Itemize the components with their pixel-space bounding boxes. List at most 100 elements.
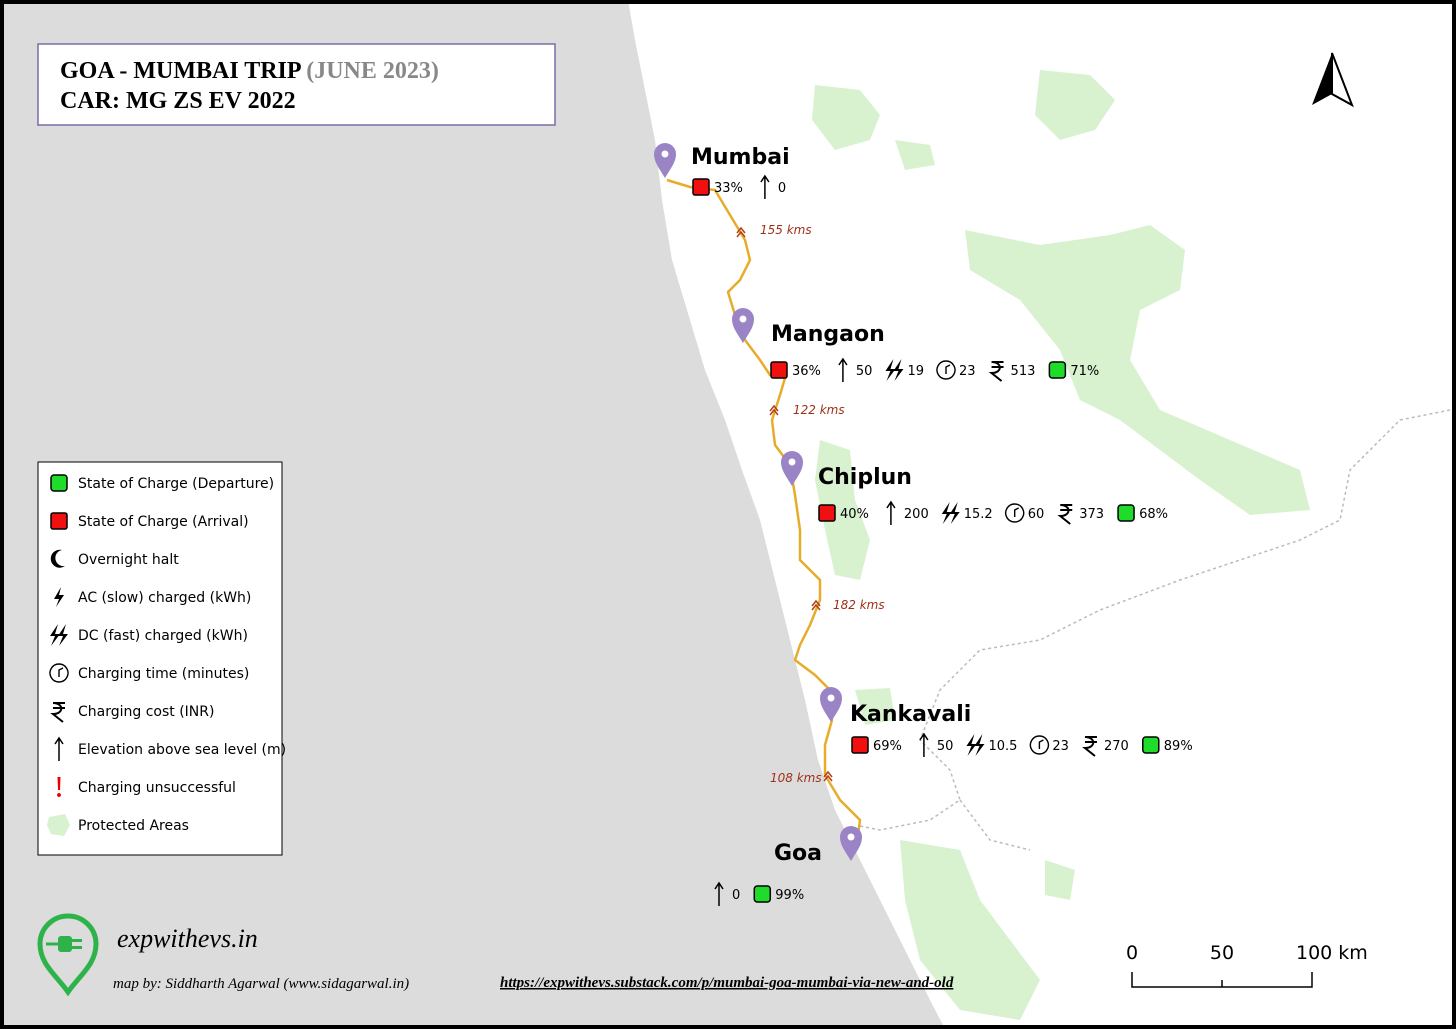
article-link[interactable]: https://expwithevs.substack.com/p/mumbai… — [500, 975, 954, 991]
stop-elevation: 200 — [904, 507, 929, 522]
elevation-shape — [54, 736, 64, 761]
halt-shape — [50, 549, 65, 568]
elevation-icon — [714, 881, 724, 906]
stop-pin — [781, 451, 803, 486]
elevation-shape — [919, 732, 929, 757]
direction-chevron — [823, 770, 833, 782]
time-shape — [936, 360, 956, 380]
departure-icon — [50, 474, 68, 492]
title: GOA - MUMBAI TRIP (JUNE 2023) — [60, 58, 439, 84]
legend: State of Charge (Departure) State of Char… — [37, 461, 286, 856]
stop-pin — [654, 143, 676, 178]
cost-shape — [988, 361, 1004, 382]
stop-pin-dot — [847, 833, 855, 841]
direction-chevron — [811, 599, 821, 611]
dc-icon — [885, 359, 904, 381]
cost-shape — [50, 702, 65, 723]
protected-areas — [812, 70, 1310, 1020]
stop-dc: 10.5 — [988, 739, 1017, 754]
stop-cost: 270 — [1104, 739, 1129, 754]
arrival-icon — [692, 178, 710, 196]
stops: Mumbai 33% 0 Mangaon 36% 50 19 23 513 71% Chiplun 4… — [654, 143, 1193, 906]
departure-icon — [753, 885, 772, 903]
dc-shape — [941, 502, 960, 524]
stop-pin — [820, 687, 842, 722]
departure-shape — [753, 885, 772, 903]
legend-label: AC (slow) charged (kWh) — [78, 590, 251, 606]
title-box: GOA - MUMBAI TRIP (JUNE 2023) CAR: MG ZS… — [37, 43, 556, 126]
stop-cost: 373 — [1079, 507, 1104, 522]
arrival-icon — [50, 512, 68, 530]
state-boundary — [859, 409, 1451, 851]
stop-name: Chiplun — [818, 465, 912, 490]
stop-dc: 19 — [907, 364, 924, 379]
direction-chevron — [736, 226, 746, 238]
scale-bar: 0 50 100 km — [1126, 942, 1368, 988]
time-icon — [49, 663, 69, 683]
legend-label: DC (fast) charged (kWh) — [78, 628, 248, 644]
legend-label: State of Charge (Departure) — [78, 476, 274, 492]
stop-pin-dot — [739, 315, 747, 323]
arrival-icon — [851, 736, 869, 754]
elevation-icon — [54, 736, 64, 761]
legend-frame — [37, 461, 283, 856]
departure-shape — [50, 474, 68, 492]
stop-time: 23 — [1052, 739, 1069, 754]
title-frame — [37, 43, 556, 126]
stop-name: Mumbai — [691, 145, 790, 170]
direction-chevron — [769, 404, 779, 416]
time-shape — [1029, 735, 1050, 755]
legend-label: Charging unsuccessful — [78, 780, 236, 796]
stop-time: 23 — [959, 364, 976, 379]
arrival-shape — [851, 736, 869, 754]
dc-shape — [885, 359, 904, 381]
time-shape — [1005, 503, 1025, 523]
stop-pin-dot — [827, 694, 835, 702]
dc-icon — [966, 734, 985, 756]
stop-name: Kankavali — [850, 702, 971, 727]
elevation-icon — [838, 357, 848, 382]
arrival-shape — [770, 361, 788, 379]
stop-pin-dot — [788, 458, 796, 466]
elevation-icon — [919, 732, 929, 757]
cost-icon — [988, 361, 1004, 382]
stop-name: Mangaon — [771, 322, 885, 347]
legend-label: Charging cost (INR) — [78, 704, 214, 720]
stop-elevation: 0 — [778, 181, 786, 196]
stop-departure: 89% — [1164, 739, 1193, 754]
arrival-icon — [818, 504, 836, 522]
area-icon — [47, 814, 70, 836]
ac-shape — [54, 587, 64, 607]
stop-arrival: 40% — [840, 507, 869, 522]
cost-icon — [50, 702, 65, 723]
departure-icon — [1117, 504, 1135, 522]
subtitle: CAR: MG ZS EV 2022 — [60, 88, 296, 114]
elevation-shape — [838, 357, 848, 382]
title-date: (JUNE 2023) — [306, 58, 439, 84]
cost-icon — [1057, 504, 1073, 525]
segment-distance: 122 kms — [793, 403, 845, 417]
cost-shape — [1082, 736, 1097, 757]
legend-label: Overnight halt — [78, 552, 179, 568]
arrival-icon — [770, 361, 788, 379]
elevation-shape — [760, 174, 770, 199]
area-shape — [47, 814, 70, 836]
stop-name: Goa — [774, 841, 822, 866]
stop-departure: 71% — [1070, 364, 1099, 379]
dc-shape — [50, 624, 68, 646]
stop-departure: 99% — [775, 888, 804, 903]
scale-label: 0 — [1126, 942, 1138, 964]
elevation-icon — [760, 174, 770, 199]
legend-label: Charging time (minutes) — [78, 666, 249, 682]
stop: Goa 0 99% — [714, 826, 862, 906]
dc-icon — [941, 502, 960, 524]
cost-shape — [1057, 504, 1073, 525]
brand: expwithevs.in — [117, 924, 258, 953]
arrival-shape — [692, 178, 710, 196]
legend-label: Elevation above sea level (m) — [78, 742, 286, 758]
scale-label: 50 — [1210, 942, 1234, 964]
departure-shape — [1048, 361, 1067, 379]
stop-time: 60 — [1028, 507, 1045, 522]
